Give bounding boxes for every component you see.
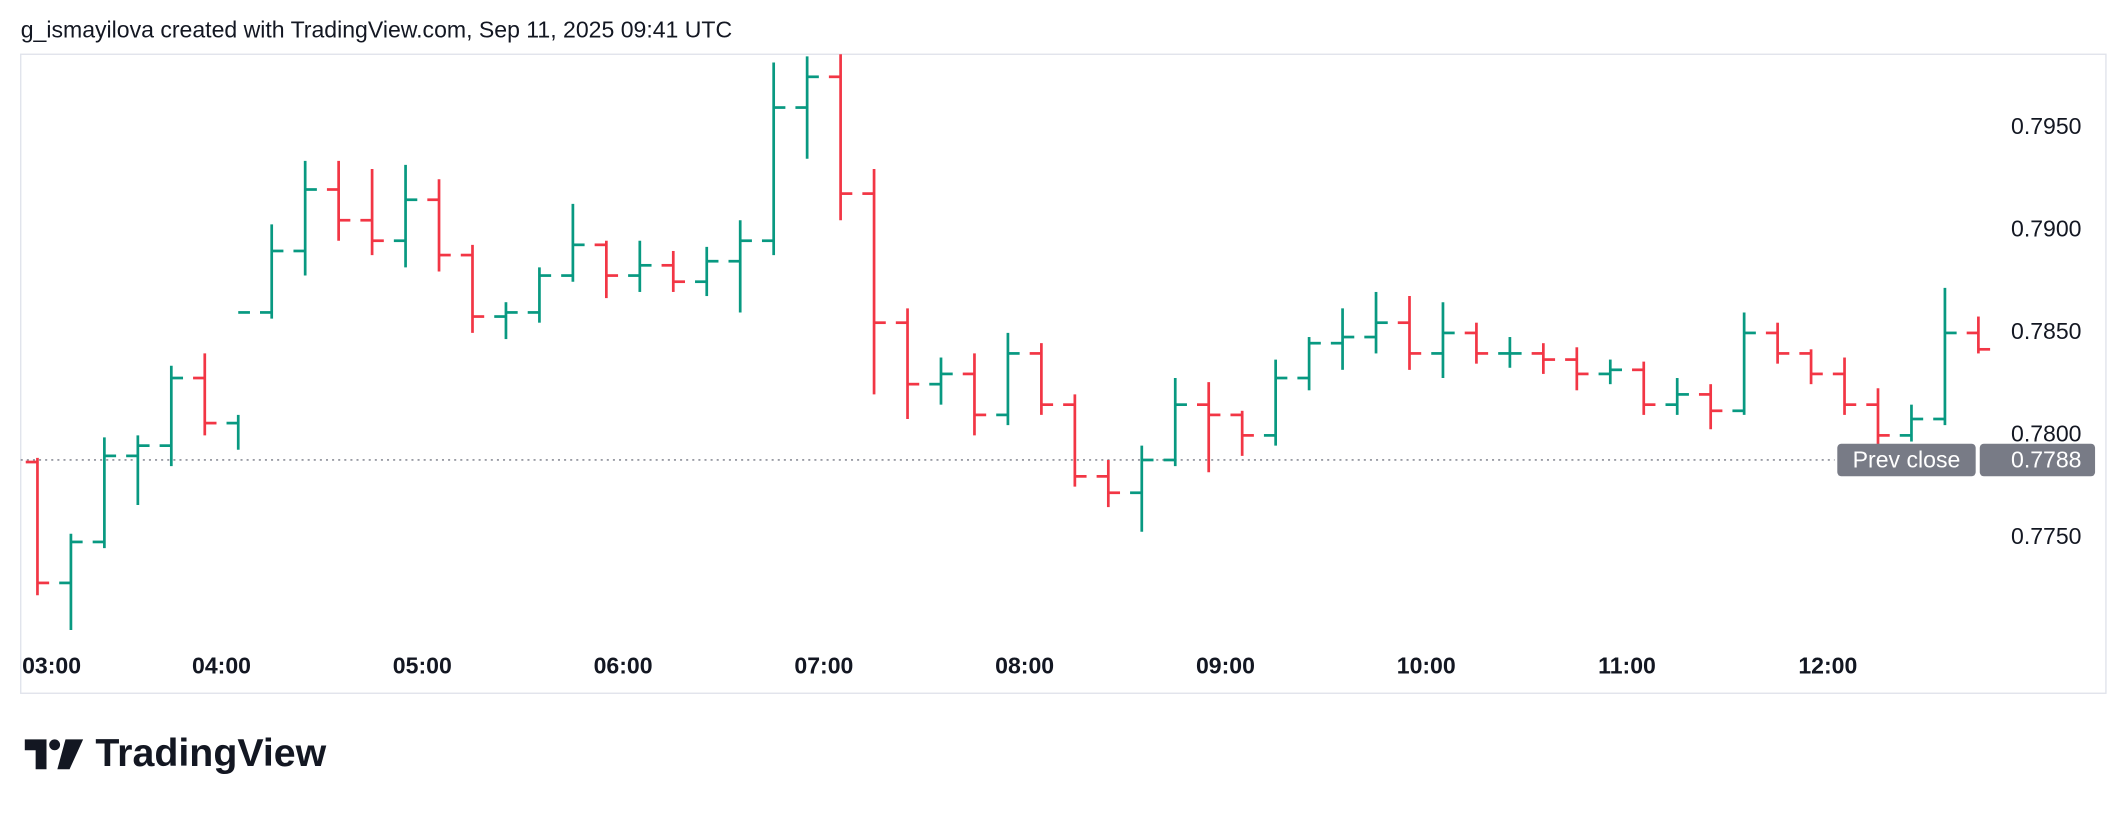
ohlc-bar: [92, 437, 117, 549]
logo-icon: [24, 739, 47, 770]
logo-icon: [49, 739, 61, 751]
x-tick-label: 06:00: [594, 653, 653, 679]
ohlc-bar: [1096, 459, 1121, 508]
ohlc-bar: [25, 457, 50, 596]
ohlc-bar: [427, 179, 451, 272]
prev-close-label: Prev close: [1853, 446, 1961, 472]
y-tick-label: 0.7950: [2011, 113, 2082, 139]
ohlc-bar: [1933, 287, 1957, 426]
ohlc-bar: [1063, 394, 1087, 487]
ohlc-bar: [929, 357, 953, 405]
x-tick-label: 12:00: [1798, 653, 1857, 679]
ohlc-bar: [1732, 312, 1756, 415]
ohlc-bar: [494, 302, 518, 340]
ohlc-bar: [1966, 316, 1991, 354]
prev-close-value-badge: [1979, 443, 2096, 477]
y-tick-label: 0.7800: [2011, 420, 2082, 446]
ohlc-bar: [1832, 357, 1857, 415]
ohlc-bar: [761, 62, 786, 256]
ohlc-bar: [1698, 384, 1723, 430]
x-tick-label: 08:00: [995, 653, 1054, 679]
ohlc-bar: [1665, 378, 1689, 415]
ohlc-bar: [828, 54, 853, 221]
ohlc-bar: [259, 224, 284, 319]
ohlc-bar: [1799, 349, 1823, 385]
ohlc-bar: [226, 311, 250, 450]
ohlc-bar: [126, 435, 150, 506]
y-tick-label: 0.7850: [2011, 318, 2082, 344]
ohlc-bar: [1498, 337, 1522, 368]
ohlc-bar: [1297, 337, 1321, 391]
ohlc-bar: [1196, 382, 1221, 473]
x-tick-label: 05:00: [393, 653, 452, 679]
y-tick-label: 0.7900: [2011, 216, 2082, 242]
x-tick-label: 04:00: [192, 653, 251, 679]
ohlc-bar: [628, 240, 652, 292]
ohlc-bar: [996, 332, 1020, 426]
x-tick-label: 03:00: [22, 653, 81, 679]
ohlc-bar: [561, 203, 585, 282]
ohlc-bar: [293, 160, 317, 276]
ohlc-bar: [695, 246, 719, 297]
ohlc-bar: [1598, 359, 1622, 385]
ohlc-bar: [460, 244, 485, 333]
logo-icon: [57, 739, 84, 770]
logo-text: TradingView: [95, 731, 326, 775]
prev-close-value: 0.7788: [2011, 446, 2082, 472]
plot: 0.7750 0.7800 0.7850 0.7900 0.7950 03:00 04:00…: [20, 54, 2096, 679]
ohlc-bar: [1565, 347, 1589, 391]
ohlc-bar: [1364, 291, 1388, 354]
ohlc-bar: [159, 365, 184, 467]
ohlc-bar: [661, 250, 685, 292]
ohlc-bar: [326, 160, 351, 241]
ohlc-bar: [1397, 296, 1422, 370]
x-tick-label: 11:00: [1598, 653, 1656, 679]
chart-frame: [20, 53, 2107, 694]
ohlc-bar: [1130, 445, 1154, 532]
ohlc-bar: [1431, 302, 1455, 379]
ohlc-bar: [862, 169, 886, 395]
header-text: g_ismayilova created with TradingView.co…: [21, 16, 732, 42]
ohlc-bar: [1163, 378, 1187, 467]
ohlc-bar: [1029, 343, 1054, 415]
logo: TradingView: [24, 731, 327, 775]
ohlc-bar: [59, 533, 83, 631]
ohlc-bar: [1464, 322, 1489, 364]
ohlc-bar: [1866, 388, 1890, 446]
ohlc-bar: [962, 353, 987, 436]
ohlc-bar: [728, 220, 752, 313]
ohlc-bar: [1263, 359, 1288, 446]
ohlc-bar: [1330, 308, 1355, 370]
ohlc-bar: [1531, 343, 1556, 374]
ohlc-bar: [795, 56, 819, 159]
ohlc-bar: [360, 169, 384, 256]
ohlc-bar: [594, 240, 619, 299]
y-tick-label: 0.7750: [2011, 523, 2082, 549]
ohlc-bar: [1230, 410, 1254, 456]
ohlc-bar: [1765, 322, 1790, 364]
ohlc-bar: [193, 353, 217, 436]
ohlc-bar: [895, 308, 920, 419]
ohlc-bar: [1632, 361, 1656, 415]
x-tick-label: 09:00: [1196, 653, 1255, 679]
ohlc-bar: [393, 164, 418, 268]
prev-close-badge: [1837, 443, 1976, 477]
x-tick-label: 07:00: [794, 653, 853, 679]
ohlc-bar: [1899, 404, 1924, 442]
ohlc-bar: [527, 267, 552, 323]
x-tick-label: 10:00: [1397, 653, 1456, 679]
